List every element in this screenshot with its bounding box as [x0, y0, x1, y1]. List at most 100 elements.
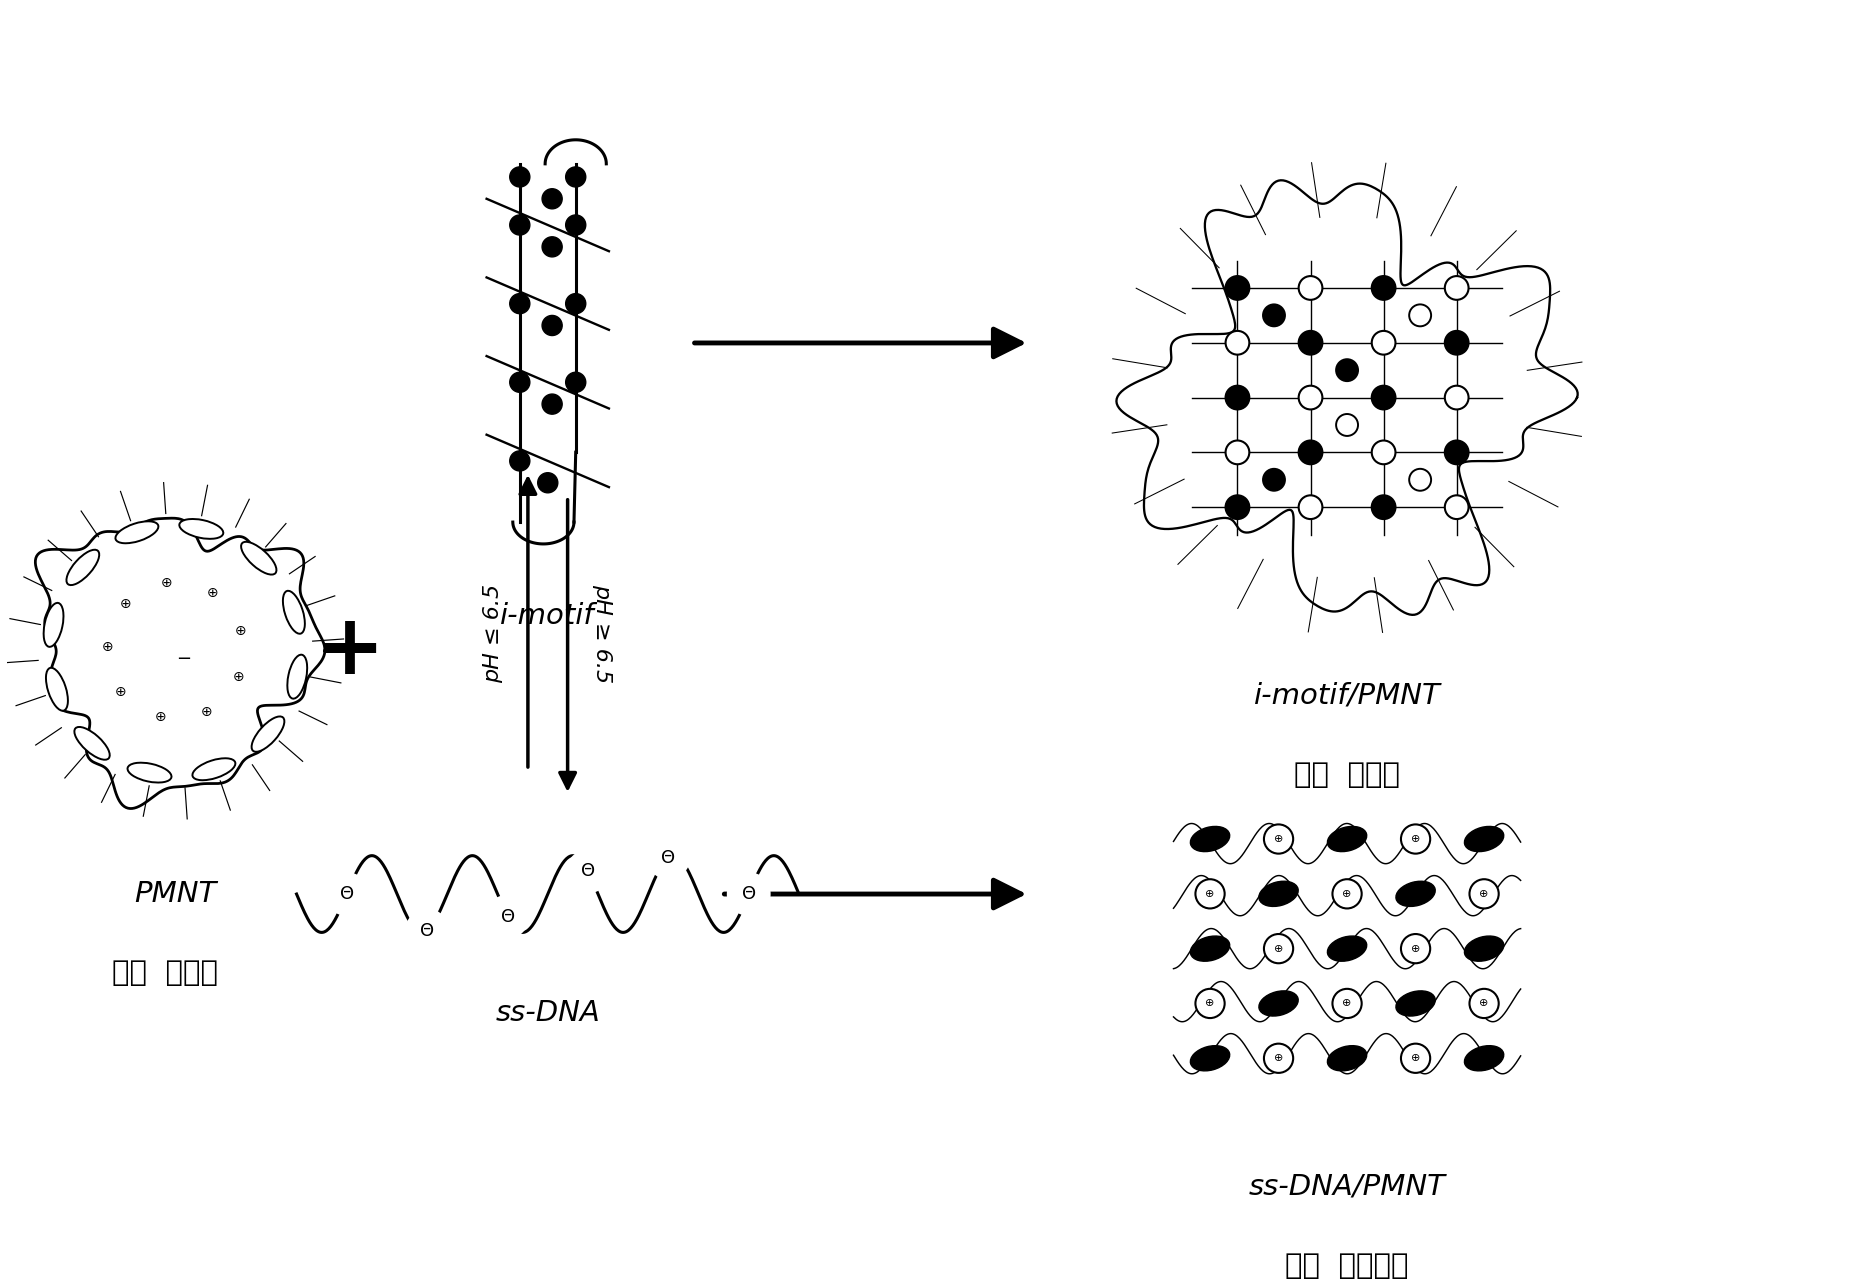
Circle shape: [1262, 304, 1285, 326]
Text: ⊕: ⊕: [101, 641, 112, 655]
Circle shape: [1225, 331, 1249, 354]
Circle shape: [1333, 880, 1361, 909]
Text: ss-DNA: ss-DNA: [496, 999, 600, 1027]
Text: ⊕: ⊕: [1479, 889, 1489, 899]
Text: ⊕: ⊕: [206, 587, 219, 601]
Circle shape: [486, 895, 529, 939]
Circle shape: [647, 836, 690, 880]
Text: ⊕: ⊕: [1410, 1053, 1421, 1063]
Circle shape: [1446, 385, 1468, 410]
Circle shape: [1335, 360, 1358, 381]
Circle shape: [1446, 331, 1468, 354]
Circle shape: [567, 850, 610, 894]
Circle shape: [565, 372, 585, 393]
Text: Θ: Θ: [582, 863, 595, 881]
Circle shape: [406, 909, 449, 953]
Circle shape: [511, 294, 529, 313]
Circle shape: [1335, 413, 1358, 437]
Circle shape: [1401, 824, 1431, 854]
Circle shape: [1195, 880, 1225, 909]
Text: Θ: Θ: [340, 885, 353, 903]
Text: i-motif/PMNT: i-motif/PMNT: [1253, 682, 1440, 710]
Text: ⊕: ⊕: [1410, 944, 1421, 954]
Circle shape: [1470, 880, 1498, 909]
Circle shape: [542, 236, 563, 257]
Circle shape: [1262, 469, 1285, 490]
Circle shape: [1446, 276, 1468, 300]
Text: i-motif: i-motif: [501, 602, 595, 630]
Text: Θ: Θ: [421, 922, 434, 940]
Text: ⊕: ⊕: [236, 624, 247, 638]
Circle shape: [1401, 933, 1431, 963]
Text: PMNT: PMNT: [135, 880, 217, 908]
Circle shape: [1298, 496, 1322, 519]
Circle shape: [565, 214, 585, 235]
Circle shape: [1298, 331, 1322, 354]
Circle shape: [565, 167, 585, 187]
Text: ⊕: ⊕: [1343, 999, 1352, 1008]
Circle shape: [1195, 989, 1225, 1018]
Ellipse shape: [1328, 827, 1367, 851]
Text: ⊕: ⊕: [1410, 835, 1421, 844]
Text: ⊕: ⊕: [1206, 999, 1216, 1008]
Ellipse shape: [252, 716, 284, 752]
Circle shape: [1470, 989, 1498, 1018]
Circle shape: [1264, 933, 1294, 963]
Circle shape: [727, 872, 770, 915]
Text: ⊕: ⊕: [155, 710, 166, 724]
Text: +: +: [314, 610, 383, 691]
Circle shape: [539, 473, 557, 493]
Circle shape: [511, 167, 529, 187]
Text: 红色  荧光猴灯: 红色 荧光猴灯: [1285, 1252, 1408, 1280]
Circle shape: [542, 394, 563, 415]
Text: ⊕: ⊕: [120, 597, 131, 611]
Circle shape: [1373, 440, 1395, 465]
Text: ss-DNA/PMNT: ss-DNA/PMNT: [1249, 1174, 1446, 1201]
Text: ⊕: ⊕: [116, 686, 127, 698]
Ellipse shape: [1395, 991, 1436, 1016]
Circle shape: [511, 214, 529, 235]
Text: pH ≤ 6.5: pH ≤ 6.5: [482, 584, 503, 683]
Text: ⊕: ⊕: [1273, 1053, 1283, 1063]
Ellipse shape: [43, 603, 64, 647]
Ellipse shape: [47, 668, 67, 711]
Circle shape: [1225, 496, 1249, 519]
Circle shape: [511, 372, 529, 393]
Circle shape: [1373, 331, 1395, 354]
Text: Θ: Θ: [501, 908, 514, 926]
Ellipse shape: [1464, 1045, 1503, 1071]
Ellipse shape: [241, 542, 277, 574]
Text: 黄色  强荧光: 黄色 强荧光: [1294, 761, 1401, 788]
Circle shape: [542, 316, 563, 335]
Circle shape: [1373, 496, 1395, 519]
Circle shape: [511, 451, 529, 471]
Ellipse shape: [67, 550, 99, 586]
Ellipse shape: [1259, 881, 1298, 907]
Circle shape: [1410, 304, 1431, 326]
Circle shape: [1225, 440, 1249, 465]
Ellipse shape: [1191, 936, 1230, 962]
Circle shape: [1333, 989, 1361, 1018]
Text: ⊕: ⊕: [1479, 999, 1489, 1008]
Ellipse shape: [127, 763, 172, 782]
Ellipse shape: [1191, 827, 1230, 851]
Ellipse shape: [116, 521, 159, 543]
Circle shape: [1446, 496, 1468, 519]
Circle shape: [1298, 440, 1322, 465]
Circle shape: [1446, 440, 1468, 465]
Circle shape: [565, 294, 585, 313]
Ellipse shape: [193, 759, 236, 781]
Circle shape: [1298, 385, 1322, 410]
Ellipse shape: [282, 591, 305, 634]
Text: ⊕: ⊕: [1343, 889, 1352, 899]
Text: Θ: Θ: [662, 849, 675, 867]
Text: ⊕: ⊕: [1206, 889, 1216, 899]
Text: ⊕: ⊕: [232, 670, 245, 684]
Ellipse shape: [1464, 936, 1503, 962]
Circle shape: [1298, 276, 1322, 300]
Text: ⊕: ⊕: [1273, 835, 1283, 844]
Ellipse shape: [1259, 991, 1298, 1016]
Text: ⊕: ⊕: [1273, 944, 1283, 954]
Circle shape: [1225, 276, 1249, 300]
Circle shape: [1401, 1044, 1431, 1073]
